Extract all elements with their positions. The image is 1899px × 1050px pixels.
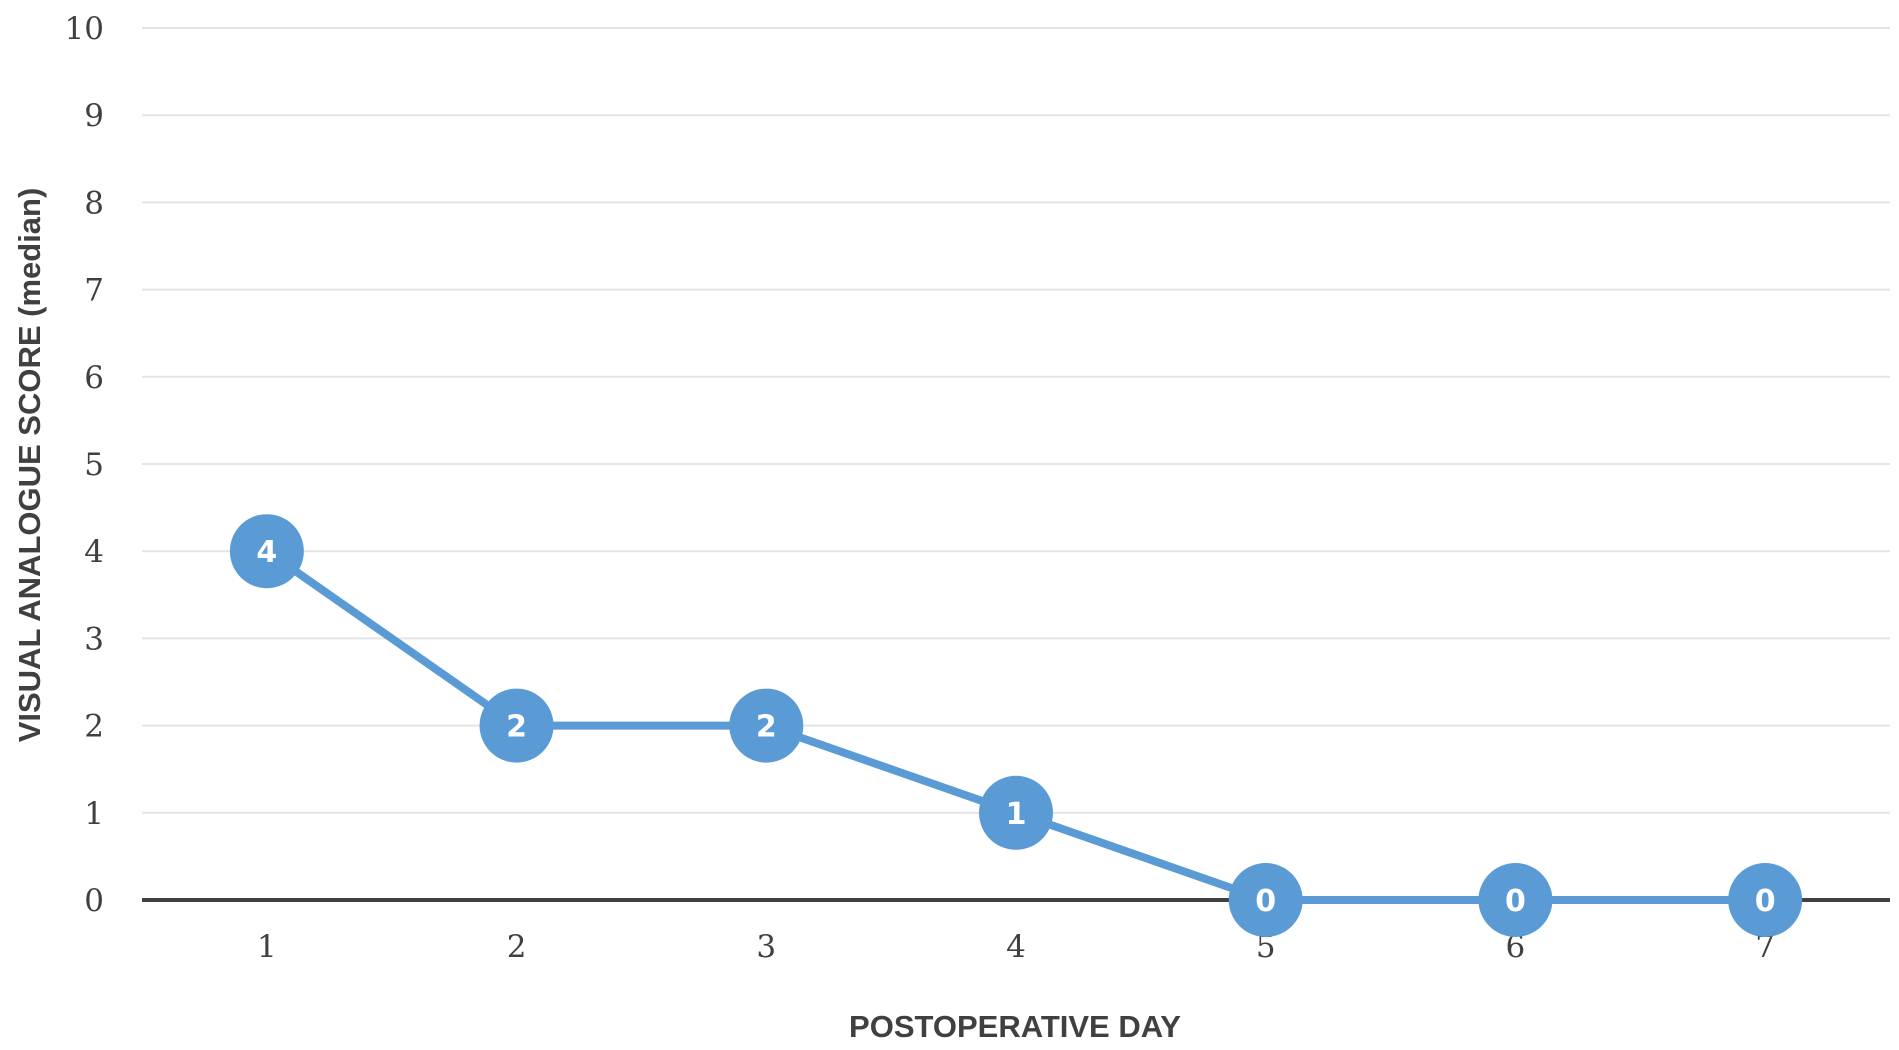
data-label: 4 bbox=[256, 535, 277, 570]
x-tick-label: 5 bbox=[1256, 929, 1276, 965]
x-tick-label: 6 bbox=[1506, 929, 1526, 965]
data-point-marker bbox=[979, 775, 1053, 850]
x-tick-label: 4 bbox=[1006, 929, 1026, 965]
data-label: 0 bbox=[1505, 884, 1526, 919]
series bbox=[229, 514, 1803, 937]
data-point-marker bbox=[1478, 863, 1553, 937]
x-tick-label: 2 bbox=[507, 929, 527, 965]
data-point-marker bbox=[1728, 863, 1803, 937]
y-tick-label: 7 bbox=[84, 273, 104, 309]
y-tick-label: 0 bbox=[84, 883, 104, 919]
x-axis-title: POSTOPERATIVE DAY bbox=[849, 1009, 1181, 1044]
y-tick-label: 9 bbox=[84, 98, 104, 134]
data-point-marker bbox=[479, 688, 554, 763]
y-tick-label: 3 bbox=[84, 621, 104, 657]
y-tick-label: 1 bbox=[84, 796, 104, 832]
gridlines bbox=[142, 27, 1890, 814]
y-tick-label: 8 bbox=[84, 185, 104, 221]
data-label: 1 bbox=[1006, 797, 1027, 832]
y-tick-label: 5 bbox=[84, 447, 104, 483]
data-point-marker bbox=[729, 688, 804, 763]
x-tick-label: 7 bbox=[1755, 929, 1775, 965]
y-axis-title: VISUAL ANALOGUE SCORE (median) bbox=[12, 188, 47, 743]
data-label: 0 bbox=[1755, 884, 1776, 919]
labels: 4 2 2 1 0 0 0 bbox=[256, 535, 1775, 919]
y-tick-label: 4 bbox=[84, 534, 104, 570]
x-tick-label: 1 bbox=[257, 929, 277, 965]
data-label: 2 bbox=[756, 710, 777, 745]
y-tick-label: 2 bbox=[84, 709, 104, 745]
data-point-marker bbox=[1228, 863, 1303, 937]
data-label: 2 bbox=[506, 710, 527, 745]
x-tick-label: 3 bbox=[756, 929, 776, 965]
y-tick-label: 10 bbox=[65, 11, 104, 47]
data-point-marker bbox=[229, 514, 304, 589]
y-tick-label: 6 bbox=[84, 360, 104, 396]
data-label: 0 bbox=[1255, 884, 1276, 919]
